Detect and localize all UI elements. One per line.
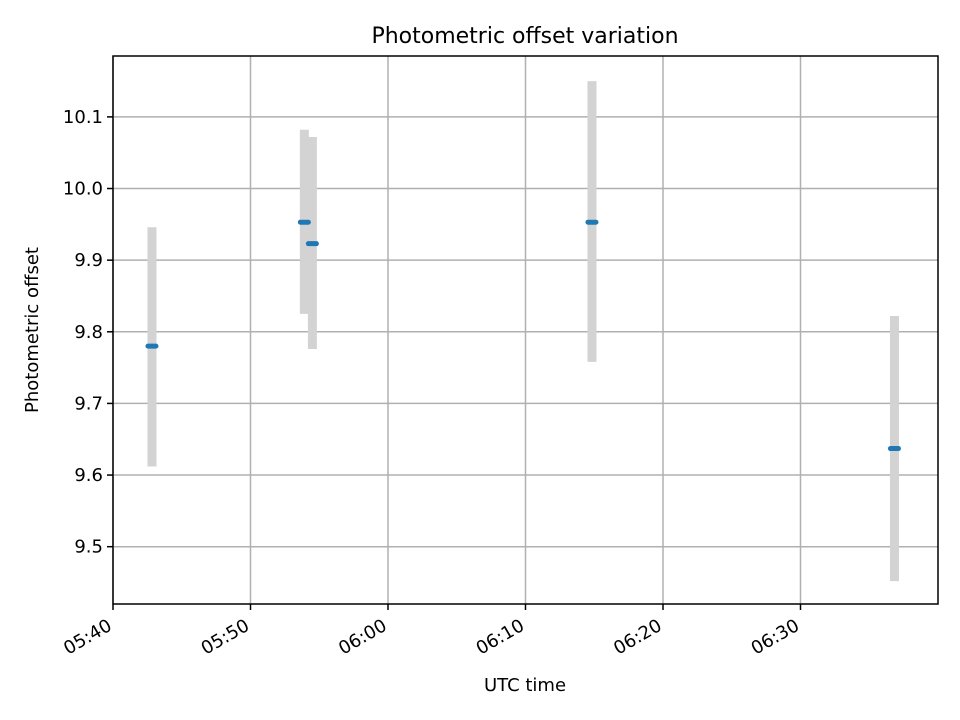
- y-tick-label: 9.5: [74, 537, 103, 558]
- y-tick-label: 10.1: [63, 107, 103, 128]
- x-tick-label: 05:40: [60, 615, 115, 659]
- y-tick-label: 9.8: [74, 322, 103, 343]
- chart-title: Photometric offset variation: [371, 24, 678, 49]
- x-axis-label: UTC time: [484, 675, 566, 696]
- y-tick-label: 9.7: [74, 393, 103, 414]
- x-axis-ticks: 05:40 05:50 06:00 06:10 06:20 06:30: [60, 604, 803, 659]
- x-tick-label: 05:50: [198, 615, 253, 659]
- y-tick-label: 10.0: [63, 179, 103, 200]
- x-tick-label: 06:10: [473, 615, 528, 659]
- grid: [112, 56, 938, 604]
- y-axis-label: Photometric offset: [22, 247, 43, 413]
- y-tick-label: 9.9: [74, 250, 103, 271]
- x-tick-label: 06:00: [335, 615, 390, 659]
- y-axis-ticks: 9.5 9.6 9.7 9.8 9.9 10.0 10.1: [63, 107, 113, 558]
- data-points: [145, 219, 901, 452]
- x-tick-label: 06:30: [748, 615, 803, 659]
- y-tick-label: 9.6: [74, 465, 103, 486]
- x-tick-label: 06:20: [610, 615, 665, 659]
